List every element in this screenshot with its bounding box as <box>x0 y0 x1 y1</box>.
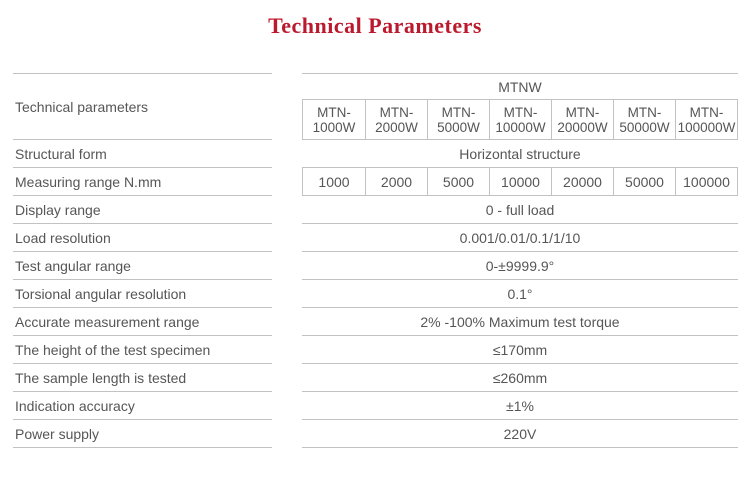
row-label-text: Power supply <box>15 425 100 442</box>
row-label-accurate-measurement-range: Accurate measurement range <box>13 308 272 336</box>
row-label-structural-form: Structural form <box>13 140 272 168</box>
value-test-angular-range: 0-±9999.9° <box>302 252 738 280</box>
corner-label: Technical parameters <box>13 74 272 140</box>
measuring-range-cell: 50000 <box>613 168 675 195</box>
value-load-resolution: 0.001/0.01/0.1/1/10 <box>302 224 738 252</box>
row-label-text: Structural form <box>15 145 107 162</box>
row-label-torsional-angular-resolution: Torsional angular resolution <box>13 280 272 308</box>
row-label-text: Accurate measurement range <box>15 313 200 330</box>
measuring-range-cell: 5000 <box>427 168 489 195</box>
measuring-range-cell: 2000 <box>365 168 427 195</box>
row-label-text: Test angular range <box>15 257 131 274</box>
value-power-supply: 220V <box>302 420 738 448</box>
column-gap <box>272 73 302 448</box>
value-display-range: 0 - full load <box>302 196 738 224</box>
row-label-text: Load resolution <box>15 229 111 246</box>
corner-label-text: Technical parameters <box>15 98 149 115</box>
model-header-cell: MTN-1000W <box>312 104 356 135</box>
measuring-range-cell: 1000 <box>318 173 350 190</box>
technical-parameters-table: Technical parameters Structural form Mea… <box>13 73 738 448</box>
row-label-text: Torsional angular resolution <box>15 285 187 302</box>
value-torsional-angular-resolution: 0.1° <box>302 280 738 308</box>
model-header-row: MTN-1000W MTN-2000W MTN-5000W MTN-10000W… <box>302 100 738 140</box>
row-label-power-supply: Power supply <box>13 420 272 448</box>
row-label-text: The sample length is tested <box>15 369 187 386</box>
value-accurate-measurement-range: 2% -100% Maximum test torque <box>302 308 738 336</box>
value-specimen-height: ≤170mm <box>302 336 738 364</box>
row-label-sample-length: The sample length is tested <box>13 364 272 392</box>
row-label-text: Measuring range N.mm <box>15 173 162 190</box>
label-column: Technical parameters Structural form Mea… <box>13 73 272 448</box>
measuring-range-cell: 20000 <box>551 168 613 195</box>
series-group-header-text: MTNW <box>498 78 542 95</box>
measuring-range-cell: 100000 <box>675 168 737 195</box>
row-label-display-range: Display range <box>13 196 272 224</box>
value-structural-form: Horizontal structure <box>302 140 738 168</box>
value-column: MTNW MTN-1000W MTN-2000W MTN-5000W MTN-1… <box>302 73 738 448</box>
value-indication-accuracy: ±1% <box>302 392 738 420</box>
row-label-indication-accuracy: Indication accuracy <box>13 392 272 420</box>
value-sample-length: ≤260mm <box>302 364 738 392</box>
page-title: Technical Parameters <box>268 13 482 38</box>
model-header-cell: MTN-5000W <box>427 100 489 139</box>
model-header-cell: MTN-50000W <box>613 100 675 139</box>
row-label-text: The height of the test specimen <box>15 341 211 358</box>
row-label-test-angular-range: Test angular range <box>13 252 272 280</box>
measuring-range-cell: 10000 <box>489 168 551 195</box>
row-label-text: Display range <box>15 201 101 218</box>
row-label-specimen-height: The height of the test specimen <box>13 336 272 364</box>
row-label-text: Indication accuracy <box>15 397 135 414</box>
model-header-cell: MTN-100000W <box>675 100 737 139</box>
row-label-load-resolution: Load resolution <box>13 224 272 252</box>
model-header-cell: MTN-10000W <box>489 100 551 139</box>
model-header-cell: MTN-20000W <box>551 100 613 139</box>
series-group-header: MTNW <box>302 74 738 100</box>
model-header-cell: MTN-2000W <box>365 100 427 139</box>
measuring-range-row: 1000 2000 5000 10000 20000 50000 100000 <box>302 168 738 196</box>
row-label-measuring-range: Measuring range N.mm <box>13 168 272 196</box>
